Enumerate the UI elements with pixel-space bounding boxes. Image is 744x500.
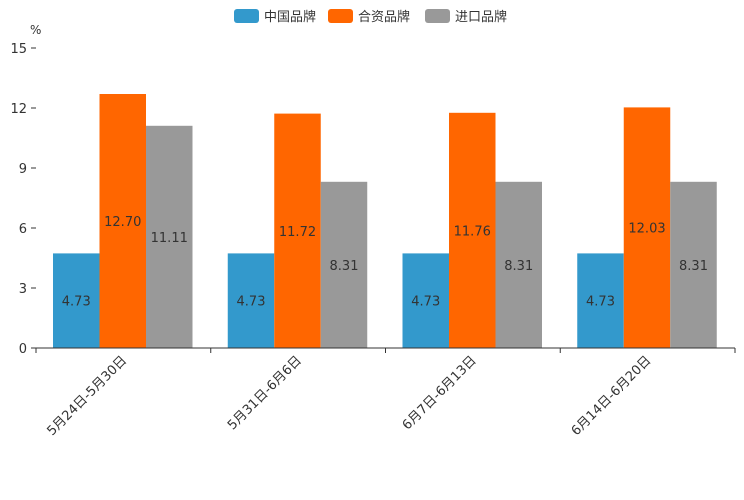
bar[interactable]	[402, 253, 450, 348]
legend-swatch	[425, 9, 450, 23]
bar-data-label: 11.11	[151, 231, 188, 246]
series-1: 4.73 4.73 4.73 4.73	[53, 253, 624, 348]
legend-swatch	[234, 9, 259, 23]
bar-data-label: 8.31	[504, 259, 533, 274]
bar-data-label: 12.03	[628, 222, 665, 237]
bar[interactable]	[449, 112, 496, 348]
bar-data-label: 4.73	[237, 295, 266, 310]
bar-data-label: 11.76	[454, 224, 491, 239]
bar[interactable]	[146, 125, 193, 348]
bar[interactable]	[623, 107, 671, 349]
legend: 中国品牌 合资品牌 进口品牌	[234, 9, 507, 25]
legend-item[interactable]: 进口品牌	[425, 9, 507, 25]
bar-data-label: 8.31	[330, 259, 359, 274]
legend-item[interactable]: 合资品牌	[328, 9, 410, 25]
bar[interactable]	[320, 181, 368, 348]
bar[interactable]	[53, 253, 100, 348]
bar[interactable]	[495, 181, 543, 348]
x-tick-label: 5月31日-6月6日	[225, 353, 305, 433]
y-tick-label: 6	[19, 222, 27, 237]
bar-data-label: 12.70	[104, 215, 141, 230]
series-3: 11.11 8.31 8.31 8.31	[146, 125, 717, 348]
x-tick-label: 6月7日-6月13日	[400, 353, 480, 433]
bar-data-label: 11.72	[279, 225, 316, 240]
y-tick-label: 15	[10, 42, 27, 57]
series-2: 12.70 11.72 11.76 12.03	[99, 94, 671, 349]
legend-swatch	[328, 9, 353, 23]
bar[interactable]	[227, 253, 275, 348]
x-tick-label: 6月14日-6月20日	[569, 353, 655, 439]
legend-label: 进口品牌	[455, 9, 507, 25]
legend-label: 合资品牌	[358, 9, 410, 25]
bar-data-label: 4.73	[411, 295, 440, 310]
y-tick-label: 3	[19, 282, 27, 297]
y-tick-label: 9	[19, 162, 27, 177]
legend-label: 中国品牌	[264, 9, 316, 25]
bar-data-label: 4.73	[62, 295, 91, 310]
y-tick-label: 12	[10, 102, 27, 117]
bar[interactable]	[274, 113, 321, 348]
bar-data-label: 4.73	[586, 295, 615, 310]
legend-item[interactable]: 中国品牌	[234, 9, 316, 25]
bar[interactable]	[99, 94, 147, 348]
bar-data-label: 8.31	[679, 259, 708, 274]
y-axis: 0 3 6 9 12 15	[10, 42, 36, 357]
bar[interactable]	[670, 181, 717, 348]
bar[interactable]	[577, 253, 624, 348]
y-tick-label: 0	[19, 342, 27, 357]
x-axis: 5月24日-5月30日 5月31日-6月6日 6月7日-6月13日 6月14日-6月2…	[35, 347, 736, 439]
x-tick-label: 5月24日-5月30日	[44, 353, 130, 439]
y-axis-unit-label: %	[30, 23, 41, 37]
